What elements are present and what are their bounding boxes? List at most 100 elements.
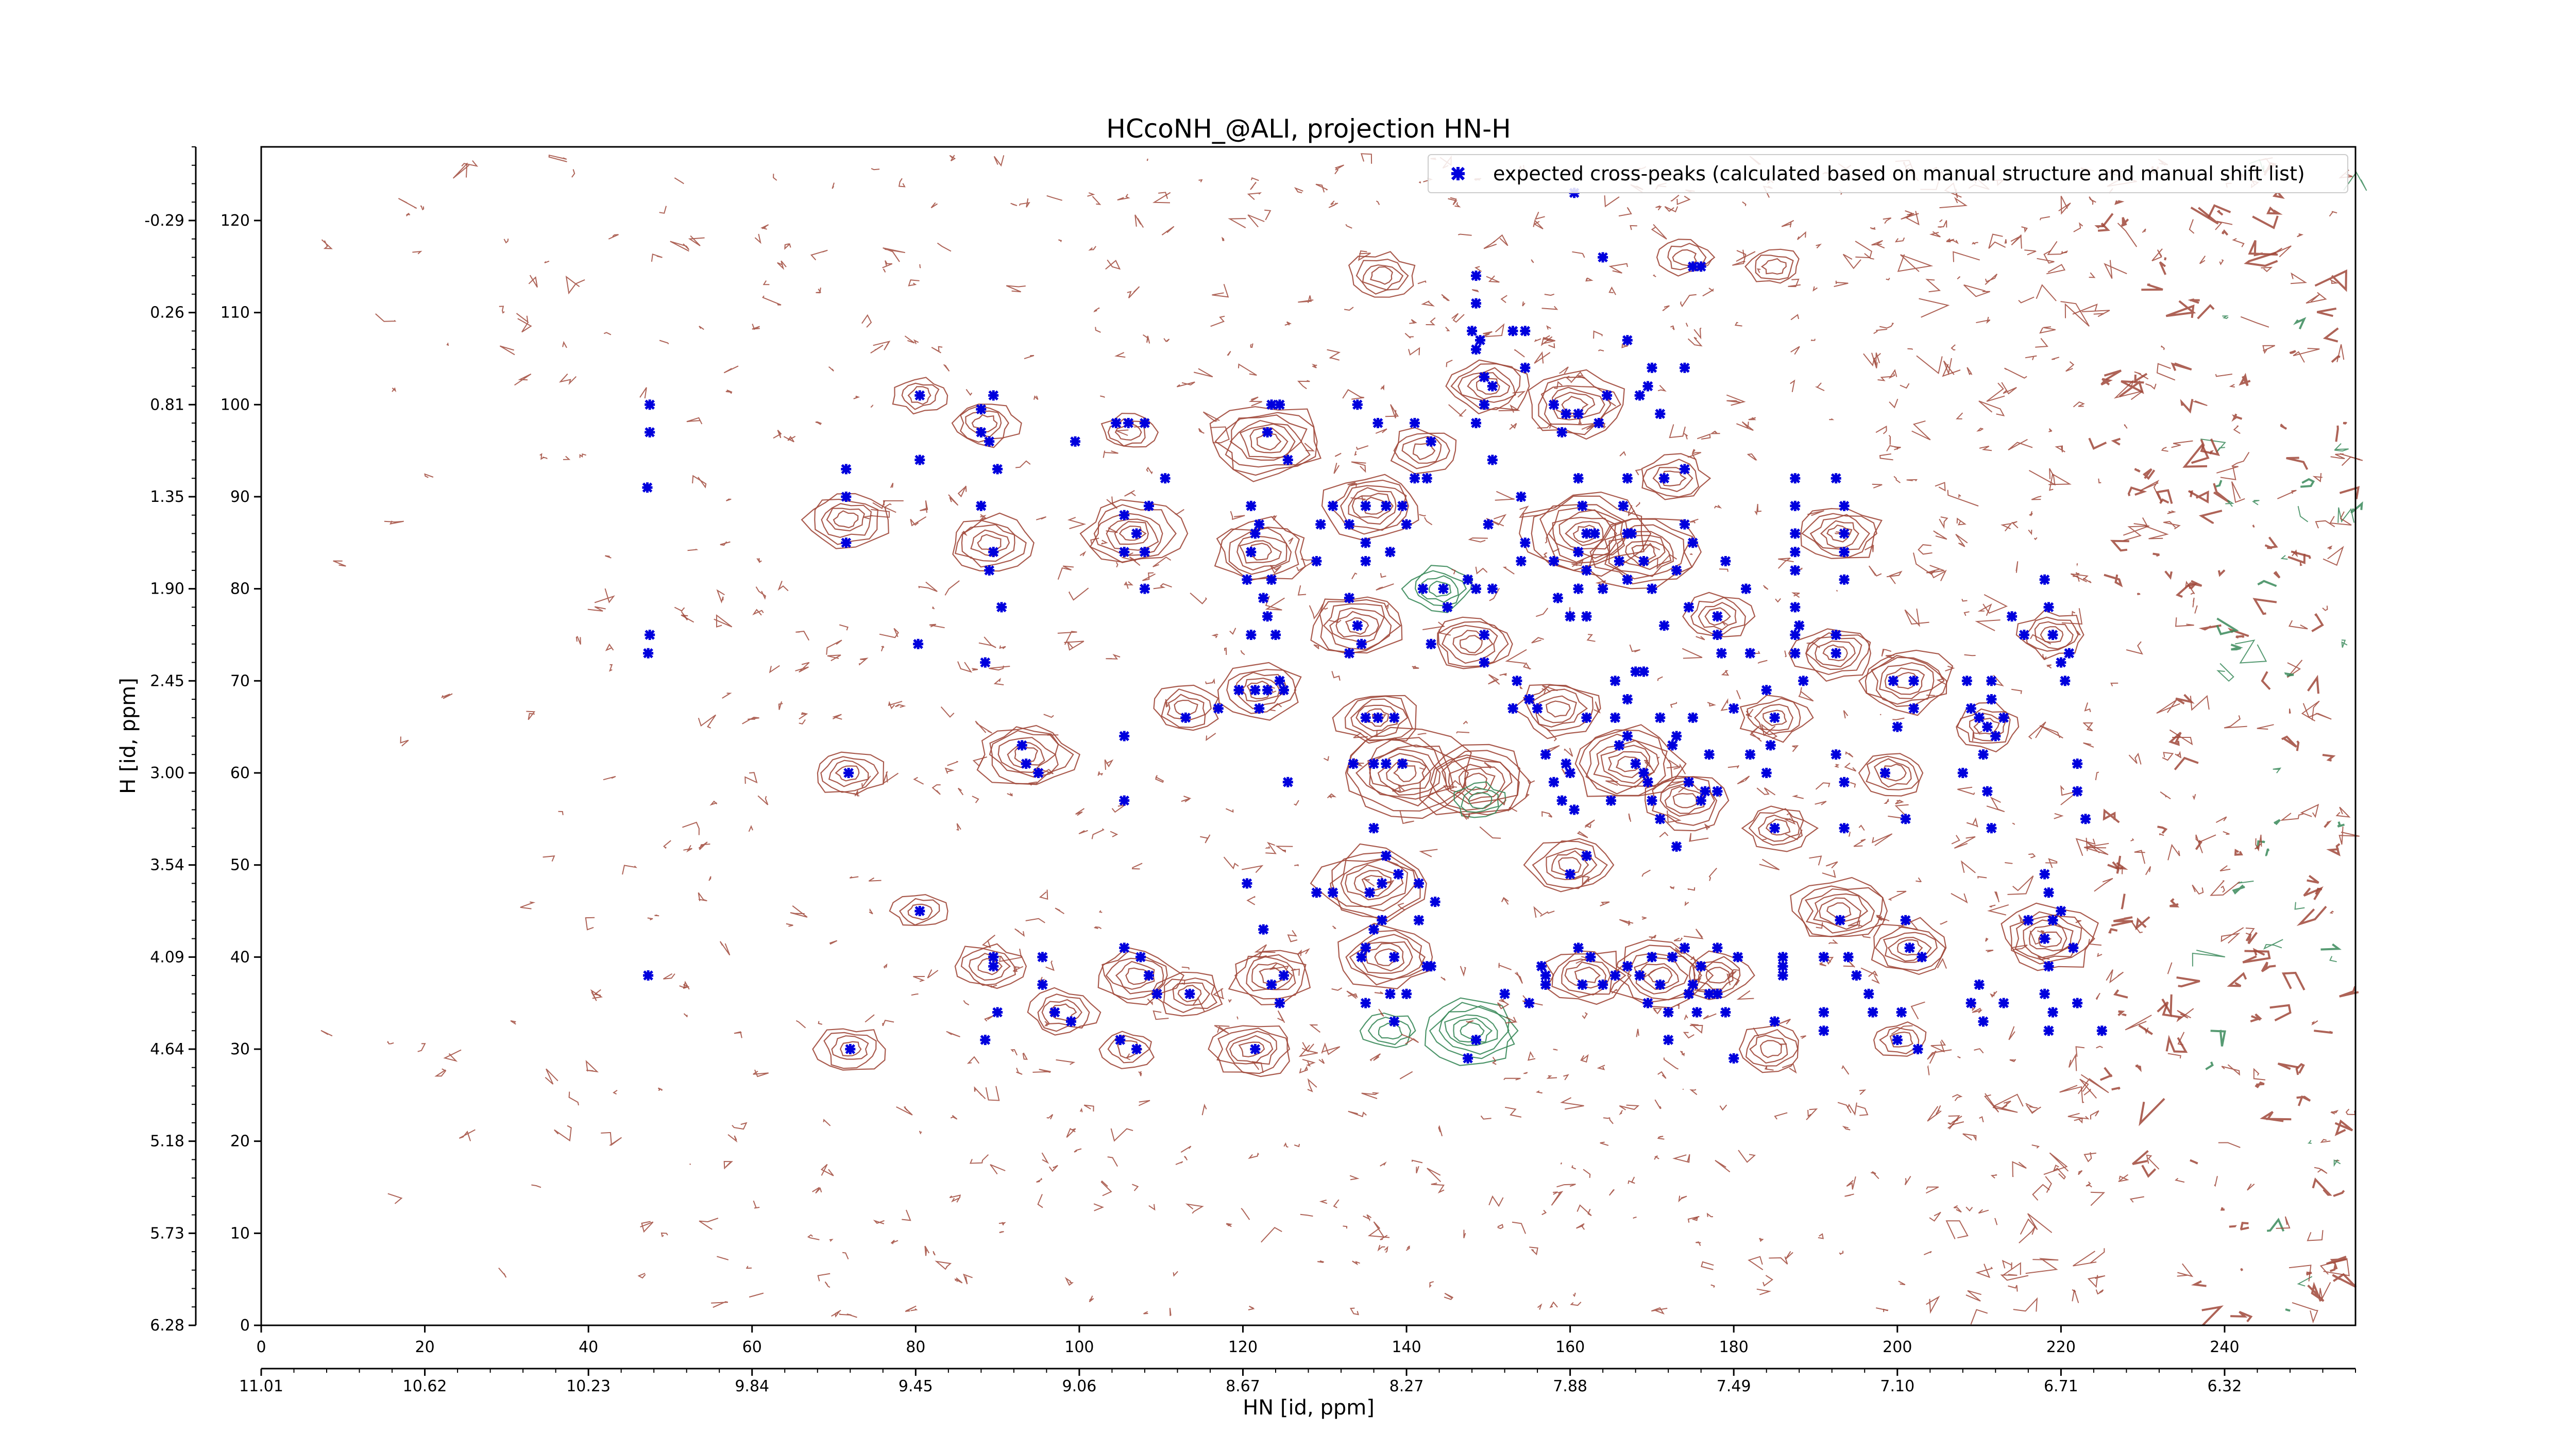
noise-contour — [1775, 598, 1781, 603]
noise-contour — [2096, 1046, 2103, 1049]
y-index-tick-label: 80 — [230, 580, 250, 598]
noise-contour — [405, 213, 411, 217]
noise-contour — [2260, 1111, 2292, 1122]
noise-contour — [1523, 662, 1531, 670]
cross-peak-marker — [1274, 676, 1285, 686]
cross-peak-marker — [1704, 749, 1715, 760]
cross-peak-marker — [1471, 271, 1481, 281]
cross-peak-marker — [1790, 547, 1801, 558]
noise-contour — [2192, 950, 2226, 967]
noise-contour — [753, 1069, 769, 1077]
noise-contour — [2216, 617, 2239, 635]
noise-contour — [832, 182, 835, 189]
cross-peak-marker — [1250, 528, 1261, 539]
noise-contour — [2303, 886, 2324, 900]
noise-contour — [1892, 717, 1905, 720]
noise-contour — [1977, 603, 1992, 616]
noise-contour — [2177, 1263, 2194, 1277]
x-ppm-tick-label: 9.06 — [1062, 1377, 1096, 1395]
noise-contour — [2009, 1059, 2016, 1063]
noise-contour — [590, 989, 603, 1001]
cross-peak-marker — [1139, 583, 1150, 594]
noise-contour — [965, 389, 973, 396]
cross-peak-marker — [1835, 915, 1845, 925]
noise-contour — [613, 1089, 618, 1095]
noise-contour — [1935, 482, 1946, 492]
noise-contour — [1106, 654, 1121, 660]
noise-contour — [2219, 865, 2231, 872]
noise-contour — [2156, 363, 2176, 381]
noise-contour — [1943, 358, 1955, 376]
noise-contour — [1375, 428, 1387, 434]
x-ppm-tick-label: 9.84 — [735, 1377, 769, 1395]
noise-contour — [1297, 380, 1310, 390]
positive-contour — [1642, 459, 1700, 498]
noise-contour — [2097, 953, 2103, 957]
noise-contour — [686, 417, 703, 425]
cross-peak-marker — [1642, 777, 1653, 787]
noise-contour — [879, 628, 899, 638]
noise-contour — [749, 1292, 764, 1298]
x-axis-title: HN [id, ppm] — [1243, 1396, 1375, 1420]
noise-contour — [827, 654, 841, 662]
negative-contour — [1414, 570, 1467, 606]
noise-contour — [2012, 822, 2015, 825]
positive-contour — [1161, 688, 1212, 728]
noise-contour — [1163, 338, 1170, 343]
noise-contour — [1989, 904, 1996, 908]
noise-contour — [1416, 1166, 1419, 1174]
noise-contour — [2205, 1062, 2214, 1070]
noise-contour — [933, 1251, 936, 1256]
noise-contour — [1753, 651, 1760, 654]
noise-contour — [1531, 637, 1544, 644]
noise-contour — [1956, 412, 1963, 419]
noise-contour — [2285, 1308, 2291, 1312]
noise-contour — [1707, 702, 1717, 707]
positive-contour — [997, 737, 1057, 773]
noise-contour — [663, 973, 675, 980]
positive-contour — [1150, 971, 1223, 1017]
noise-contour — [1608, 1189, 1615, 1196]
cross-peak-marker — [1687, 537, 1698, 548]
noise-contour — [2330, 453, 2345, 459]
noise-contour — [1619, 1104, 1640, 1110]
noise-contour — [1527, 780, 1535, 784]
cross-peak-marker — [1565, 768, 1575, 778]
noise-contour — [1283, 1142, 1289, 1148]
cross-peak-marker — [1409, 473, 1420, 484]
positive-contour — [955, 520, 1027, 568]
noise-contour — [2292, 1302, 2318, 1324]
cross-peak-marker — [1426, 638, 1436, 649]
cross-peak-marker — [1274, 399, 1285, 410]
noise-contour — [1790, 379, 1795, 392]
positive-contour — [1166, 694, 1206, 721]
noise-contour — [2198, 510, 2223, 524]
positive-contour — [1739, 694, 1814, 743]
noise-contour — [1132, 1184, 1139, 1191]
cross-peak-marker — [643, 970, 654, 981]
noise-contour — [1043, 714, 1054, 718]
cross-peak-marker — [1421, 473, 1432, 484]
noise-contour — [1988, 233, 2006, 249]
positive-contour — [826, 508, 866, 532]
noise-contour — [2182, 443, 2210, 468]
noise-contour — [1419, 767, 1425, 770]
cross-peak-marker — [1622, 961, 1633, 972]
noise-contour — [1153, 1010, 1169, 1020]
positive-contour — [1672, 793, 1698, 808]
noise-contour — [1327, 793, 1337, 799]
noise-contour — [1888, 369, 1897, 379]
noise-contour — [1726, 400, 1741, 403]
noise-contour — [1979, 445, 1992, 451]
noise-contour — [1927, 1065, 1930, 1075]
cross-peak-marker — [1475, 335, 1485, 346]
positive-contour — [954, 943, 1027, 989]
noise-contour — [1667, 780, 1685, 787]
cross-peak-marker — [1426, 436, 1436, 447]
noise-contour — [2252, 524, 2255, 528]
noise-contour — [2192, 597, 2195, 608]
noise-contour — [1090, 537, 1099, 544]
cross-peak-marker — [645, 399, 655, 410]
noise-contour — [2232, 884, 2245, 895]
